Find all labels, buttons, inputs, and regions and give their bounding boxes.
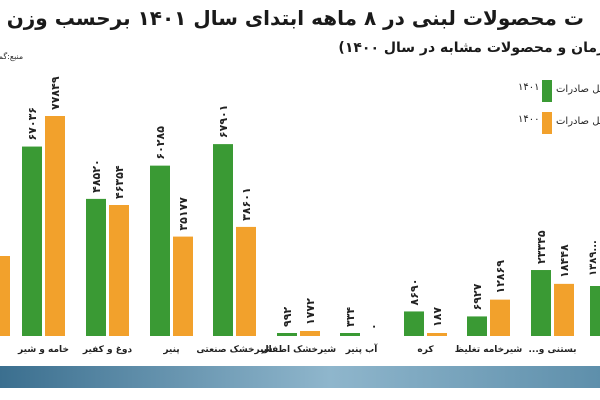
category-label-7: شیرخامه تغلیظ bbox=[455, 345, 523, 355]
bar-label-1400-3: ۳۸۶۰۱ bbox=[240, 187, 253, 221]
bar-label-1401-8: ۲۳۳۴۵ bbox=[535, 230, 548, 264]
bar-1400-8 bbox=[554, 283, 574, 336]
legend-item-1400: ۱۴۰۰ کل صادرات bbox=[518, 112, 600, 134]
legend-item-1401: ۱۴۰۱ کل صادرات bbox=[518, 80, 600, 102]
bar-1400-6 bbox=[427, 333, 447, 336]
bar-label-1401-6: ۸۶۹۰ bbox=[408, 279, 421, 306]
bar-label-1400-5: ۰ bbox=[367, 323, 380, 330]
bar-label-1401-0: ۶۷۰۳۶ bbox=[26, 107, 39, 141]
bar-label-1400-8: ۱۸۴۴۸ bbox=[558, 244, 571, 278]
bar-label-1401-5: ۳۳۴ bbox=[344, 307, 357, 327]
legend-year: ۱۴۰۰ bbox=[518, 114, 540, 125]
category-label-8: بستنی و... bbox=[529, 345, 577, 355]
bar-label-1400-7: ۱۲۸۶۹ bbox=[494, 260, 507, 294]
bar-label-1401-7: ۶۹۲۷ bbox=[471, 283, 484, 310]
bar-label-1400-4: ۱۷۷۲ bbox=[304, 298, 317, 325]
bar-1400-4 bbox=[300, 330, 320, 336]
legend-label: کل صادرات bbox=[556, 116, 600, 127]
chart-title: ت محصولات لبنی در ۸ ماهه ابتدای سال ۱۴۰۱… bbox=[6, 6, 584, 30]
bar-label-1400-2: ۳۵۱۷۷ bbox=[177, 197, 190, 231]
bar-label-edge-right: ۱۳۸۹... bbox=[588, 240, 599, 276]
bar-1400-2 bbox=[173, 236, 193, 336]
category-label-1: دوغ و کفیر bbox=[82, 345, 133, 355]
bar-label-1400-6: ۱۸۷ bbox=[431, 307, 444, 327]
category-label-5: آب پنیر bbox=[345, 343, 379, 355]
bar-label-1400-0: ۷۷۸۴۹ bbox=[49, 76, 62, 110]
bar-label-1401-2: ۶۰۲۸۵ bbox=[154, 126, 167, 160]
legend-year: ۱۴۰۱ bbox=[518, 82, 540, 93]
bar-1401-0 bbox=[22, 146, 42, 336]
legend-swatch bbox=[542, 112, 552, 134]
category-label-2: پنیر bbox=[162, 345, 179, 355]
legend-label: کل صادرات bbox=[556, 84, 600, 95]
bar-1401-5 bbox=[340, 333, 360, 336]
bar-1400-1 bbox=[109, 205, 129, 336]
bar-1401-8 bbox=[531, 270, 551, 336]
chart-subtitle: ت زمان و محصولات مشابه در سال ۱۴۰۰) bbox=[338, 40, 600, 56]
bar-1401-4 bbox=[277, 333, 297, 336]
category-label-0: خامه و شیر bbox=[17, 345, 69, 355]
bar-1401-1 bbox=[86, 198, 106, 336]
bar-1401-2 bbox=[150, 165, 170, 336]
bar-1401-7 bbox=[467, 316, 487, 336]
bar-1401-3 bbox=[213, 144, 233, 336]
bar-label-1401-4: ۹۹۲ bbox=[281, 307, 294, 327]
legend-swatch bbox=[542, 80, 552, 102]
source-note: منبع:گم bbox=[0, 52, 24, 61]
bar-label-1400-1: ۴۶۳۵۴ bbox=[113, 165, 126, 199]
category-label-6: کره bbox=[417, 345, 434, 355]
category-label-3: شیرخشک صنعتی bbox=[196, 345, 272, 355]
category-label-4: شیرخشک اطفال bbox=[261, 345, 336, 355]
bar-1400-0 bbox=[45, 116, 65, 336]
bar-edge-right bbox=[590, 286, 600, 336]
bar-label-1401-1: ۴۸۵۲۰ bbox=[90, 159, 103, 193]
bar-edge-left bbox=[0, 256, 10, 336]
bar-label-1401-3: ۶۷۹۰۱ bbox=[217, 105, 230, 139]
bar-1401-6 bbox=[404, 311, 424, 336]
bar-1400-3 bbox=[236, 226, 256, 336]
footer-band bbox=[0, 366, 600, 388]
bar-1400-7 bbox=[490, 299, 510, 336]
